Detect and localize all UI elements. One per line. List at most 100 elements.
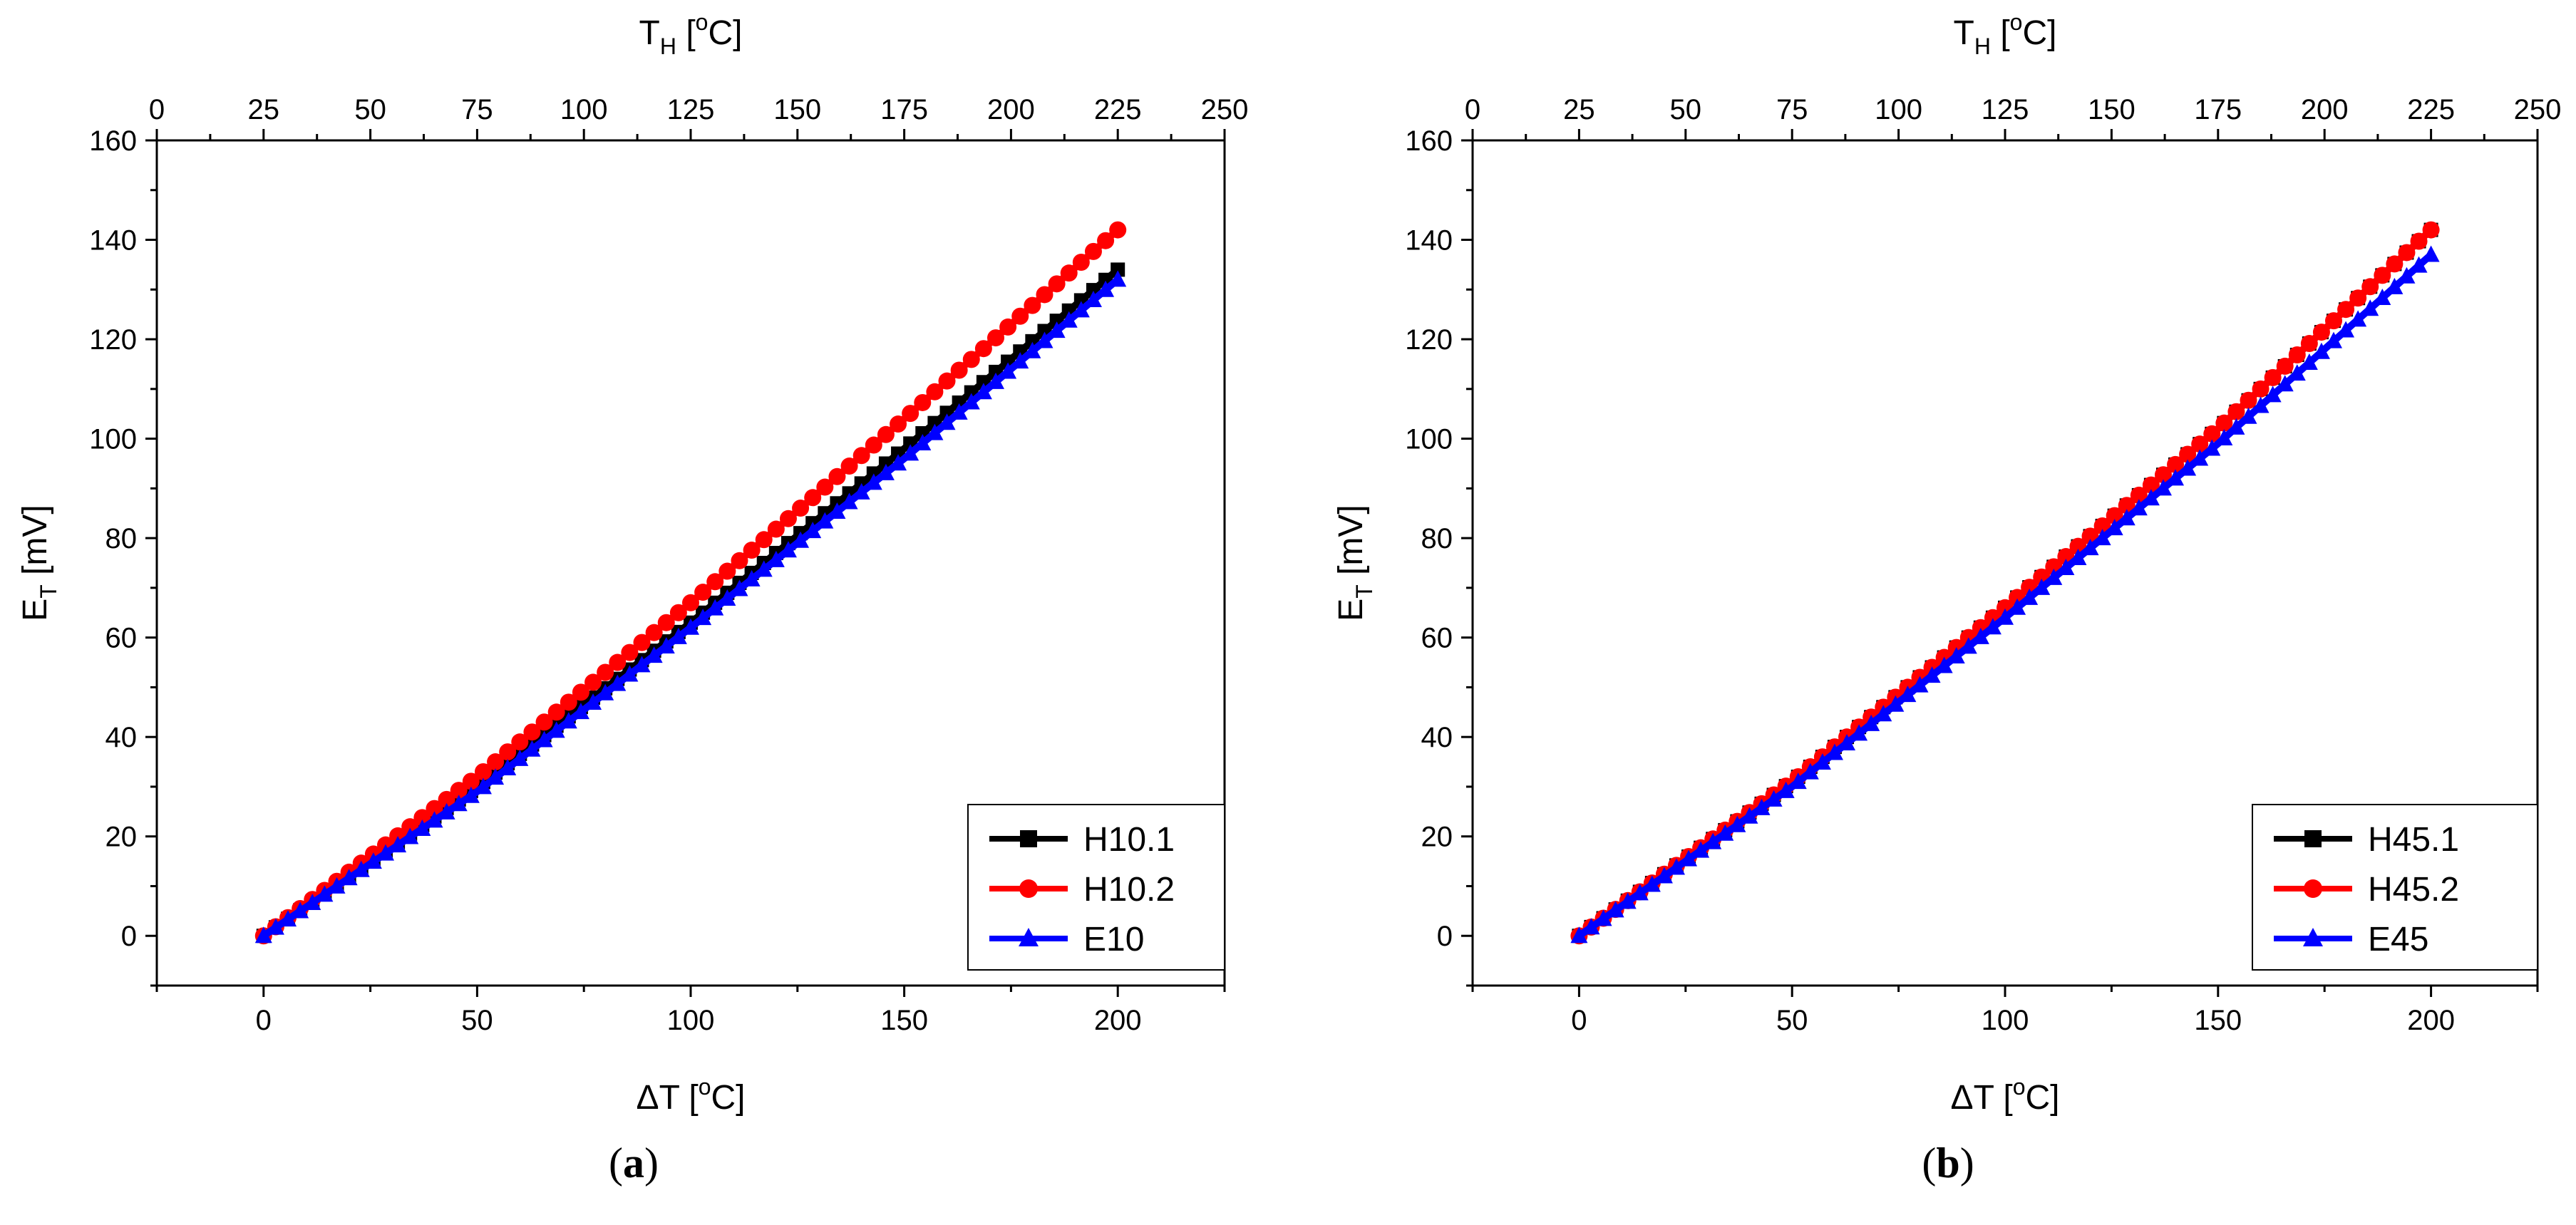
data-point bbox=[2300, 335, 2318, 353]
data-point bbox=[2349, 310, 2367, 327]
panel-label-open: ( bbox=[1922, 1139, 1936, 1187]
data-point bbox=[2045, 568, 2063, 585]
data-point bbox=[487, 753, 505, 771]
top-x-tick-label: 100 bbox=[560, 94, 608, 125]
data-point bbox=[535, 730, 553, 748]
top-x-tick-label: 75 bbox=[461, 94, 493, 125]
top-x-tick-label: 150 bbox=[773, 94, 821, 125]
top-x-axis-title-bracket: [ bbox=[676, 14, 696, 52]
data-point bbox=[609, 674, 627, 691]
legend-swatch-marker bbox=[1020, 830, 1037, 847]
top-x-axis-title-sub: H bbox=[1974, 33, 1991, 59]
y-axis-title-text: E bbox=[1332, 599, 1370, 621]
data-point bbox=[1643, 875, 1661, 892]
data-point bbox=[316, 885, 334, 902]
data-point bbox=[401, 827, 419, 844]
data-point bbox=[1753, 798, 1771, 815]
x-axis-title-sup: o bbox=[699, 1074, 711, 1100]
data-point bbox=[1655, 867, 1673, 884]
top-x-axis-title-sub: H bbox=[660, 33, 676, 59]
data-point bbox=[254, 926, 272, 944]
data-point bbox=[1036, 331, 1053, 348]
data-point bbox=[340, 869, 358, 886]
data-point bbox=[718, 589, 736, 606]
data-point bbox=[743, 542, 761, 559]
data-point bbox=[1777, 781, 1795, 798]
data-point bbox=[377, 844, 394, 861]
data-point bbox=[1911, 676, 1929, 693]
y-tick-label: 100 bbox=[89, 424, 137, 455]
top-x-axis-title-sup: o bbox=[2010, 9, 2023, 35]
data-point bbox=[1084, 242, 1102, 260]
data-point bbox=[547, 721, 565, 738]
y-tick-label: 40 bbox=[105, 722, 138, 753]
data-point bbox=[2288, 364, 2306, 381]
data-point bbox=[877, 425, 895, 443]
top-x-tick-label: 250 bbox=[2514, 94, 2562, 125]
data-point bbox=[804, 522, 822, 539]
data-point bbox=[2130, 486, 2148, 504]
data-point bbox=[2106, 519, 2123, 536]
data-point bbox=[572, 683, 589, 701]
data-point bbox=[804, 489, 822, 507]
data-point bbox=[682, 618, 699, 635]
data-point bbox=[597, 683, 614, 701]
data-point bbox=[1813, 753, 1831, 770]
x-axis-title: ΔT [oC] bbox=[637, 1074, 746, 1117]
top-x-tick-label: 0 bbox=[1465, 94, 1480, 125]
data-point bbox=[706, 573, 724, 591]
y-axis-title: ET [mV] bbox=[16, 505, 61, 621]
data-point bbox=[438, 802, 455, 820]
y-axis-title-unit: [mV] bbox=[1332, 505, 1370, 584]
legend-label: H45.2 bbox=[2368, 871, 2459, 909]
data-point bbox=[2422, 221, 2440, 239]
data-point bbox=[2203, 439, 2221, 456]
data-point bbox=[1899, 686, 1917, 703]
data-point bbox=[1789, 772, 1807, 790]
x-tick-label: 50 bbox=[461, 1005, 493, 1036]
panel-label-letter: b bbox=[1936, 1139, 1959, 1187]
data-point bbox=[2252, 396, 2270, 413]
legend-swatch-marker bbox=[2303, 928, 2323, 946]
data-point bbox=[902, 405, 919, 423]
data-point bbox=[1619, 892, 1637, 909]
data-point bbox=[2227, 418, 2245, 435]
y-tick-label: 120 bbox=[1405, 324, 1453, 356]
top-x-tick-label: 200 bbox=[2301, 94, 2349, 125]
data-point bbox=[487, 768, 505, 785]
data-point bbox=[547, 703, 565, 721]
legend-label: E10 bbox=[1083, 921, 1144, 958]
data-point bbox=[2142, 476, 2160, 494]
data-point bbox=[2325, 312, 2343, 330]
data-point bbox=[572, 703, 589, 720]
data-point bbox=[560, 712, 577, 729]
data-point bbox=[1959, 637, 1977, 654]
data-point bbox=[2410, 256, 2428, 273]
data-point bbox=[1570, 926, 1588, 944]
x-axis-title-unit: C] bbox=[2025, 1079, 2059, 1117]
data-point bbox=[560, 693, 577, 711]
top-x-tick-label: 150 bbox=[2088, 94, 2135, 125]
data-point bbox=[914, 433, 932, 450]
data-point bbox=[1072, 254, 1090, 272]
y-tick-label: 80 bbox=[1421, 523, 1453, 554]
data-point bbox=[1972, 627, 1989, 644]
data-point bbox=[1997, 608, 2014, 625]
y-tick-label: 0 bbox=[1437, 921, 1453, 952]
data-point bbox=[828, 467, 846, 485]
data-point bbox=[511, 733, 529, 751]
series-E10 bbox=[254, 270, 1127, 944]
data-point bbox=[2167, 469, 2185, 486]
y-tick-label: 40 bbox=[1421, 722, 1453, 753]
data-point bbox=[1875, 705, 1892, 722]
data-point bbox=[474, 777, 492, 795]
data-point bbox=[328, 877, 346, 894]
data-point bbox=[2288, 346, 2306, 363]
data-point bbox=[1631, 884, 1649, 901]
data-point bbox=[1060, 264, 1078, 282]
data-point bbox=[1825, 743, 1843, 760]
data-point bbox=[2410, 232, 2428, 250]
data-point bbox=[1097, 280, 1115, 297]
data-point bbox=[840, 458, 858, 475]
